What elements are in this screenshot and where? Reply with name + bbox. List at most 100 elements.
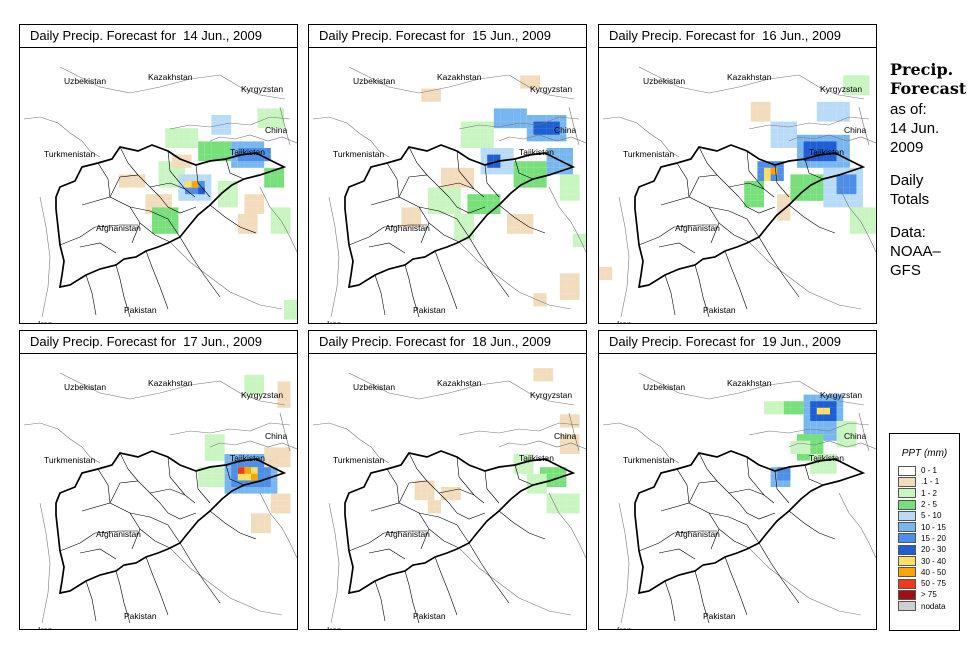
precip-cell bbox=[573, 194, 580, 201]
province-boundary bbox=[179, 542, 221, 604]
country-label-tajikistan: Tajikistan bbox=[230, 453, 265, 463]
precip-cell bbox=[211, 480, 218, 487]
precip-cell bbox=[830, 167, 837, 175]
country-label-uzbekistan: Uzbekistan bbox=[64, 382, 106, 392]
precip-cell bbox=[533, 134, 540, 142]
precip-cell bbox=[447, 207, 455, 214]
precip-cell bbox=[447, 487, 455, 494]
precip-cell bbox=[165, 128, 172, 135]
precip-cell bbox=[559, 273, 567, 280]
precip-cell bbox=[224, 480, 232, 487]
precip-cell bbox=[251, 374, 258, 382]
precip-cell bbox=[520, 115, 527, 122]
precip-cell bbox=[520, 174, 527, 181]
precip-cell bbox=[816, 115, 824, 122]
precip-cell bbox=[414, 220, 422, 228]
precip-cell bbox=[757, 161, 764, 168]
province-boundary bbox=[804, 158, 824, 180]
province-boundary bbox=[59, 532, 96, 552]
precip-cell bbox=[783, 200, 791, 208]
province-boundary bbox=[698, 452, 718, 482]
precip-cell bbox=[599, 273, 606, 280]
international-boundary bbox=[798, 380, 865, 406]
precip-cell bbox=[520, 214, 527, 221]
precip-cell bbox=[467, 181, 474, 188]
precip-cell bbox=[211, 121, 218, 129]
province-boundary bbox=[129, 206, 181, 238]
info-title-line2: Forecast bbox=[890, 79, 967, 98]
precip-cell bbox=[540, 134, 547, 142]
country-label-china: China bbox=[844, 431, 866, 441]
precip-cell bbox=[836, 401, 844, 408]
precip-cell bbox=[797, 454, 804, 461]
precip-cell bbox=[454, 200, 461, 208]
country-label-china: China bbox=[554, 431, 576, 441]
province-boundary bbox=[788, 204, 836, 234]
country-label-tajikistan: Tajikistan bbox=[809, 453, 844, 463]
precip-cell bbox=[526, 214, 534, 221]
precip-cell bbox=[559, 161, 567, 168]
precip-cell bbox=[823, 414, 830, 421]
precip-cell bbox=[830, 407, 837, 415]
precip-cell bbox=[520, 454, 527, 461]
precip-cell bbox=[566, 440, 573, 448]
precip-cell bbox=[559, 286, 567, 294]
precip-cell bbox=[474, 194, 481, 201]
precip-cell bbox=[224, 467, 232, 474]
precip-cell bbox=[823, 460, 830, 468]
international-boundary bbox=[568, 106, 580, 146]
precip-cell bbox=[284, 299, 291, 307]
country-label-afghanistan: Afghanistan bbox=[675, 223, 720, 233]
precip-cell bbox=[487, 167, 494, 175]
province-boundary bbox=[758, 236, 800, 298]
precip-cell bbox=[863, 220, 870, 228]
precip-cell bbox=[764, 161, 771, 168]
precip-cell bbox=[441, 181, 448, 188]
precip-cell bbox=[526, 460, 534, 468]
country-label-uzbekistan: Uzbekistan bbox=[353, 76, 395, 86]
precip-cell bbox=[836, 141, 844, 148]
precip-cell bbox=[165, 167, 172, 175]
precip-cell bbox=[843, 141, 850, 148]
precip-cell bbox=[559, 500, 567, 507]
forecast-map: Uzbekistan Kazakhstan Kyrgyzstan China Turkm… bbox=[599, 66, 876, 323]
province-boundary bbox=[428, 528, 460, 549]
precip-cell bbox=[823, 108, 830, 115]
country-label-china: China bbox=[265, 125, 287, 135]
precip-cell bbox=[513, 227, 521, 234]
precip-cell bbox=[257, 388, 265, 395]
precip-cell bbox=[526, 454, 534, 461]
precip-cell bbox=[540, 467, 547, 474]
precip-cell bbox=[797, 161, 804, 168]
precip-cell bbox=[178, 174, 185, 181]
precip-cell bbox=[843, 167, 850, 175]
precip-cell bbox=[493, 121, 501, 129]
precip-cell bbox=[270, 500, 278, 507]
precip-cell bbox=[810, 447, 817, 454]
country-label-iran: Iran bbox=[327, 625, 342, 629]
precip-cell bbox=[257, 154, 265, 162]
precip-cell bbox=[579, 233, 586, 241]
precip-cell bbox=[264, 520, 271, 527]
province-boundary bbox=[383, 530, 427, 534]
precip-cell bbox=[830, 194, 837, 201]
precip-cell bbox=[863, 227, 870, 234]
precip-cell bbox=[856, 174, 863, 181]
precip-cell bbox=[816, 427, 824, 435]
precip-cell bbox=[830, 141, 837, 148]
precip-cell bbox=[132, 174, 139, 181]
precip-cell bbox=[823, 200, 830, 208]
precip-cell bbox=[277, 167, 284, 175]
province-boundary bbox=[724, 250, 748, 310]
panel-title: Daily Precip. Forecast for 19 Jun., 2009 bbox=[599, 331, 876, 354]
precip-cell bbox=[507, 227, 514, 234]
precip-cell bbox=[218, 467, 225, 474]
precip-cell bbox=[810, 134, 817, 142]
legend-swatch bbox=[898, 510, 916, 521]
precip-cell bbox=[783, 467, 791, 474]
precip-cell bbox=[783, 401, 791, 408]
precip-cell bbox=[487, 154, 494, 162]
province-boundary bbox=[386, 468, 400, 504]
precip-cell bbox=[750, 187, 758, 195]
